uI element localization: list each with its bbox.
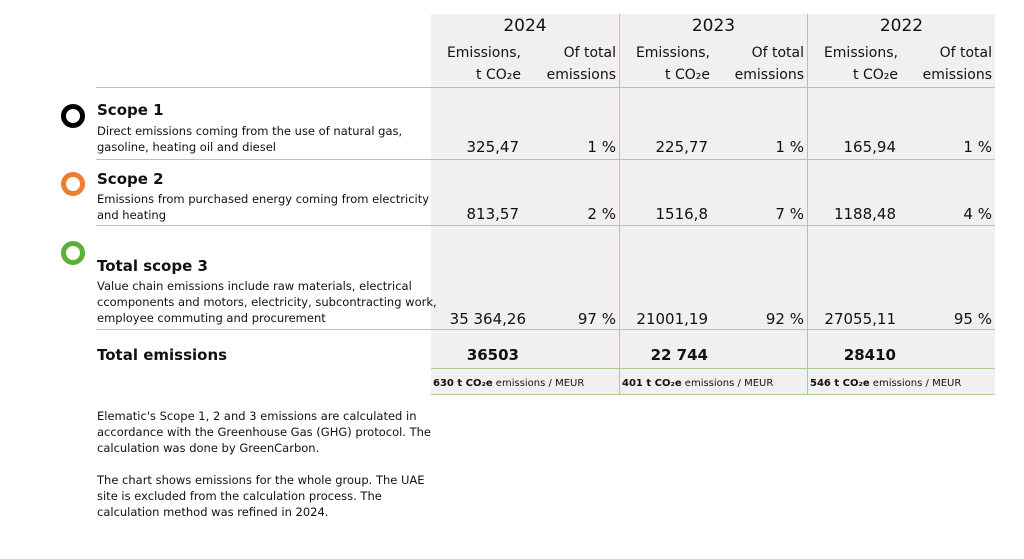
row-divider: [96, 159, 995, 160]
column-2022-background: [808, 14, 995, 394]
year-header: 2024: [503, 16, 547, 36]
intensity-value: 546 t CO₂e emissions / MEUR: [810, 378, 962, 389]
total-value: 36503: [466, 346, 519, 364]
note-scope: The chart shows emissions for the whole …: [97, 473, 425, 519]
row-description: Emissions from purchased energy coming f…: [97, 192, 430, 222]
total-value: 28410: [843, 346, 896, 364]
note-methodology: Elematic's Scope 1, 2 and 3 emissions ar…: [97, 409, 431, 455]
year-header: 2023: [691, 16, 736, 36]
col-header-share: Of total emissions: [546, 45, 616, 83]
col-header-emissions: Emissions, t CO₂e: [823, 45, 898, 83]
emissions-value: 21001,19: [636, 310, 708, 328]
column-divider: [619, 14, 620, 394]
share-value: 1 %: [775, 138, 804, 156]
column-2023-background: [620, 14, 807, 394]
emissions-value: 165,94: [843, 138, 897, 156]
share-value: 97 %: [577, 310, 616, 328]
ring-black-icon: [61, 104, 85, 128]
ring-green-icon: [61, 241, 85, 265]
total-value: 22 744: [650, 346, 708, 364]
intensity-value: 630 t CO₂e emissions / MEUR: [433, 378, 585, 389]
row-divider: [96, 329, 995, 330]
emissions-value: 813,57: [466, 205, 520, 223]
share-value: 92 %: [765, 310, 804, 328]
share-value: 1 %: [587, 138, 616, 156]
emissions-value: 225,77: [655, 138, 709, 156]
emissions-value: 1516,8: [655, 205, 709, 223]
emissions-value: 35 364,26: [449, 310, 526, 328]
row-title: Scope 1: [97, 101, 164, 119]
ring-orange-icon: [61, 172, 85, 196]
row-divider: [431, 394, 995, 395]
row-description: Value chain emissions include raw materi…: [97, 279, 437, 325]
column-divider: [807, 14, 808, 394]
col-header-emissions: Emissions, t CO₂e: [446, 45, 521, 83]
year-header: 2022: [879, 16, 924, 36]
share-value: 2 %: [587, 205, 616, 223]
total-emissions-label: Total emissions: [97, 346, 228, 364]
row-description: Direct emissions coming from the use of …: [97, 124, 403, 154]
col-header-share: Of total emissions: [922, 45, 992, 83]
emissions-value: 1188,48: [833, 205, 896, 223]
share-value: 95 %: [953, 310, 992, 328]
emissions-value: 27055,11: [824, 310, 896, 328]
row-title: Scope 2: [97, 170, 164, 188]
row-divider: [431, 368, 995, 369]
row-title: Total scope 3: [97, 257, 208, 275]
emissions-value: 325,47: [466, 138, 520, 156]
col-header-share: Of total emissions: [734, 45, 804, 83]
row-divider: [96, 87, 995, 88]
col-header-emissions: Emissions, t CO₂e: [635, 45, 710, 83]
column-2024-background: [431, 14, 619, 394]
share-value: 4 %: [963, 205, 992, 223]
share-value: 1 %: [963, 138, 992, 156]
share-value: 7 %: [775, 205, 804, 223]
intensity-value: 401 t CO₂e emissions / MEUR: [622, 378, 774, 389]
row-divider: [96, 225, 995, 226]
